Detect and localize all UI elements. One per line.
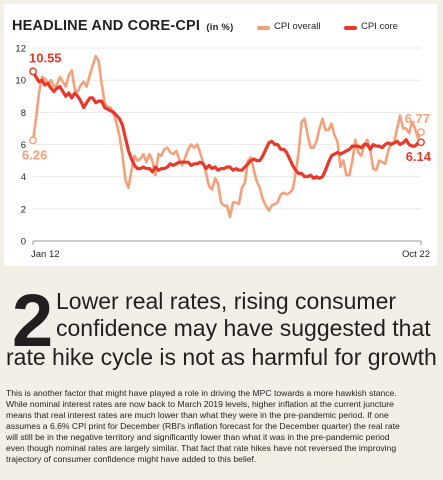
end-point-marker	[417, 128, 425, 137]
annotation-core-start: 10.55	[29, 50, 62, 65]
body-line: This is another factor that might have p…	[6, 388, 397, 398]
legend-swatch-cpi-overall	[257, 26, 270, 30]
y-tick-label: 10	[15, 76, 26, 87]
body-line: means that real interest rates are much …	[6, 410, 389, 420]
end-point-marker	[29, 67, 37, 76]
body-line: While nominal interest rates are now bac…	[6, 399, 394, 409]
headline-line-1: Lower real rates, rising consumer	[56, 288, 397, 314]
body-line: assumes a 6.6% CPI print for December (R…	[6, 421, 400, 431]
y-tick-label: 6	[21, 140, 26, 151]
annotation-overall-start: 6.26	[22, 147, 47, 162]
end-point-marker	[29, 136, 37, 145]
series-line-cpi-core	[31, 69, 423, 180]
line-chart: 0 2 4 6 8 10 12 Jan 12 Oct 22 10.55 6.26 6.77 6.14	[15, 44, 432, 261]
annotation-core-end: 6.14	[406, 149, 432, 164]
y-tick-label: 8	[21, 108, 26, 119]
body-line: trajectory of consumer confidence might …	[6, 454, 257, 464]
headline-line-2: confidence may have suggested that	[56, 315, 431, 341]
headline-line-3: rate hike cycle is not as harmful for gr…	[6, 344, 437, 370]
y-tick-label: 4	[21, 172, 26, 183]
body-line: even though nominal rates are largely si…	[6, 443, 397, 453]
article-body: This is another factor that might have p…	[6, 388, 438, 465]
x-tick-label-start: Jan 12	[31, 249, 60, 260]
x-tick-label-end: Oct 22	[402, 249, 430, 260]
y-tick-label: 12	[15, 44, 26, 55]
legend-label-cpi-core: CPI core	[361, 21, 398, 32]
chart-legend: CPI overall CPI core	[4, 21, 437, 35]
y-tick-label: 2	[21, 204, 26, 215]
body-line: will still be in the negative territory …	[6, 432, 390, 442]
chart-card: HEADLINE AND CORE-CPI (in %) CPI overall…	[4, 4, 437, 266]
chart-title: HEADLINE AND CORE-CPI (in %)	[12, 18, 233, 34]
series-line-cpi-overall	[31, 54, 423, 219]
legend-label-cpi-overall: CPI overall	[274, 21, 321, 32]
legend-swatch-cpi-core	[344, 26, 357, 30]
end-point-marker	[417, 138, 425, 147]
y-tick-label: 0	[21, 237, 26, 248]
annotation-overall-end: 6.77	[405, 111, 430, 126]
section-number: 2	[12, 279, 54, 362]
chart-unit: (in %)	[206, 22, 234, 33]
chart-title-text: HEADLINE AND CORE-CPI	[12, 18, 201, 34]
